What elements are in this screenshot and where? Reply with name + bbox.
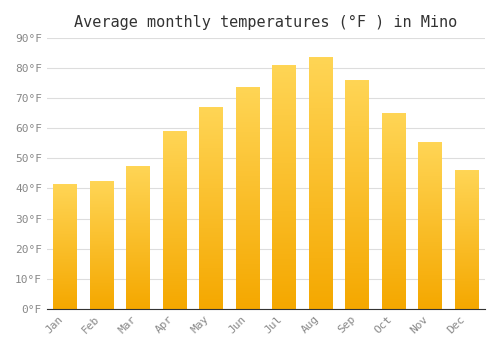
Title: Average monthly temperatures (°F ) in Mino: Average monthly temperatures (°F ) in Mi… bbox=[74, 15, 458, 30]
